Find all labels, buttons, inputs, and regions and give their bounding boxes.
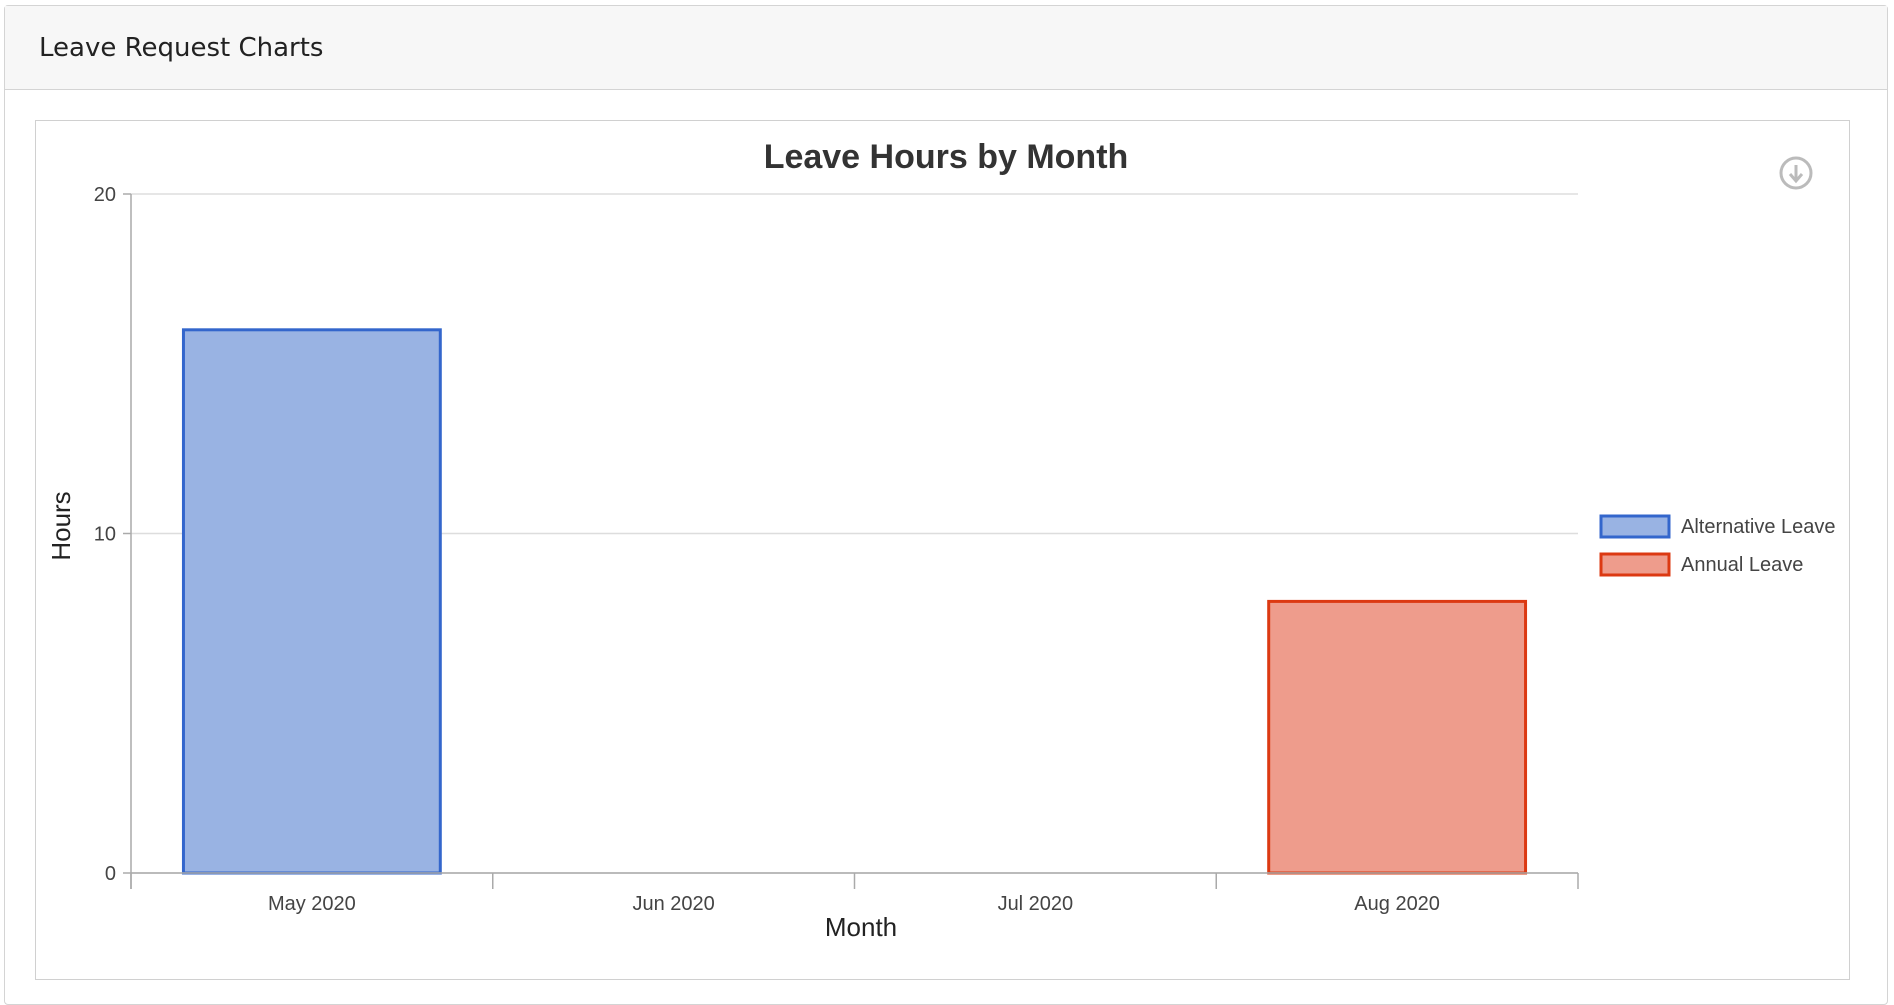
bar[interactable] xyxy=(1267,599,1528,875)
x-tick-label: Jun 2020 xyxy=(632,893,714,915)
x-tick-label: Jul 2020 xyxy=(998,893,1074,915)
x-tick-label: May 2020 xyxy=(268,893,356,915)
tick-labels: 0 10 20 May 2020 Jun 2020 Jul 2020 Aug 2020 xyxy=(94,184,1440,915)
axes xyxy=(123,193,1579,889)
y-tick-label: 0 xyxy=(105,863,116,885)
legend-label: Annual Leave xyxy=(1681,554,1803,576)
y-axis-label: Hours xyxy=(46,491,76,560)
panel-title: Leave Request Charts xyxy=(39,32,324,63)
panel-header: Leave Request Charts xyxy=(5,6,1887,90)
x-axis-label: Month xyxy=(825,912,897,942)
chart-container: Leave Hours by Month 0 10 20 May 2020 Jun 20… xyxy=(35,120,1850,980)
bars xyxy=(181,328,1528,875)
legend-swatch xyxy=(1599,514,1671,539)
y-tick-label: 10 xyxy=(94,524,116,546)
chart-title: Leave Hours by Month xyxy=(764,138,1129,176)
legend: Alternative Leave Annual Leave xyxy=(1599,514,1836,577)
download-icon[interactable] xyxy=(1779,156,1813,190)
y-tick-label: 20 xyxy=(94,184,116,206)
x-tick-label: Aug 2020 xyxy=(1354,893,1440,915)
legend-swatch xyxy=(1599,552,1671,577)
legend-label: Alternative Leave xyxy=(1681,516,1836,538)
bar-chart: Leave Hours by Month 0 10 20 May 2020 Jun 20… xyxy=(46,138,1836,942)
bar[interactable] xyxy=(181,328,442,875)
